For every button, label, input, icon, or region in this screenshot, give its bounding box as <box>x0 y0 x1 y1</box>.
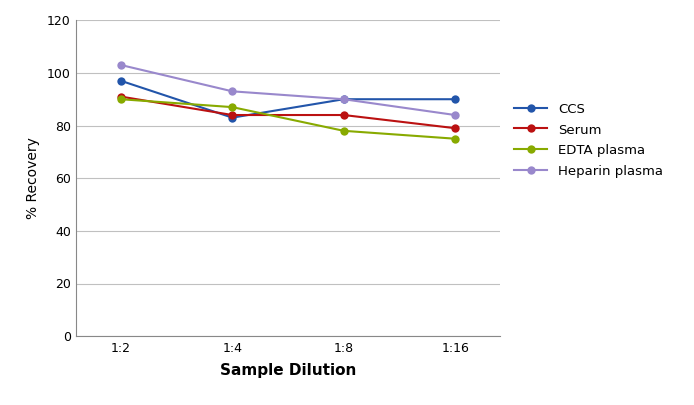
Legend: CCS, Serum, EDTA plasma, Heparin plasma: CCS, Serum, EDTA plasma, Heparin plasma <box>511 98 667 182</box>
Line: EDTA plasma: EDTA plasma <box>117 95 459 143</box>
Heparin plasma <box>339 97 348 102</box>
Heparin plasma <box>117 62 125 67</box>
EDTA plasma <box>339 128 348 133</box>
CCS <box>451 97 459 102</box>
Heparin plasma <box>228 89 237 94</box>
Serum <box>228 113 237 117</box>
Serum <box>117 94 125 99</box>
Line: Heparin plasma: Heparin plasma <box>117 61 459 119</box>
Line: CCS: CCS <box>117 77 459 122</box>
Heparin plasma <box>451 113 459 117</box>
EDTA plasma <box>117 97 125 102</box>
Line: Serum: Serum <box>117 92 459 132</box>
Serum <box>451 126 459 130</box>
Y-axis label: % Recovery: % Recovery <box>26 137 40 219</box>
CCS <box>117 79 125 83</box>
EDTA plasma <box>228 105 237 110</box>
Serum <box>339 113 348 117</box>
CCS <box>339 97 348 102</box>
EDTA plasma <box>451 136 459 141</box>
CCS <box>228 115 237 120</box>
X-axis label: Sample Dilution: Sample Dilution <box>220 363 356 378</box>
